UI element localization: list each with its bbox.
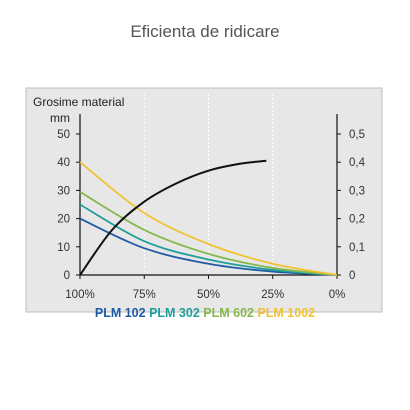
series-lines — [79, 159, 338, 276]
y-tick-label: 10 — [57, 242, 70, 254]
legend-entry-plm-1002: PLM 1002 — [254, 306, 315, 320]
y2-tick-label: 0,1 — [349, 242, 365, 254]
legend-entry-plm-302: PLM 302 — [146, 306, 200, 320]
y2-tick-label: 0,2 — [349, 214, 365, 226]
efficiency-curve — [79, 159, 267, 276]
y-tick-label: 50 — [57, 129, 70, 141]
y-axis-label: Grosime material — [33, 95, 124, 109]
series-line-plm-302 — [79, 203, 338, 276]
x-tick-label: 75% — [133, 289, 156, 301]
y-tick-label: 40 — [57, 157, 70, 169]
y2-tick-label: 0,3 — [349, 185, 365, 197]
y-axis-unit: mm — [50, 111, 70, 125]
legend: PLM 102 PLM 302 PLM 602 PLM 1002 — [95, 306, 315, 320]
series-line-plm-102 — [79, 217, 338, 276]
y2-tick-label: 0 — [349, 270, 355, 282]
chart-title: Eficienta de ridicare — [130, 22, 280, 41]
y-tick-label: 30 — [57, 185, 70, 197]
legend-entry-plm-102: PLM 102 — [95, 306, 146, 320]
y-tick-label: 20 — [57, 214, 70, 226]
y-tick-label: 0 — [64, 270, 70, 282]
legend-entry-plm-602: PLM 602 — [200, 306, 254, 320]
x-tick-label: 0% — [329, 289, 346, 301]
x-tick-label: 100% — [65, 289, 94, 301]
axes — [76, 114, 341, 279]
x-tick-label: 25% — [261, 289, 284, 301]
series-line-plm-1002 — [79, 161, 338, 276]
y2-tick-label: 0,4 — [349, 157, 366, 169]
tick-labels: 0 10 20 30 40 50 0 0,1 0,2 0,3 0,4 0,5 100% 75% 50% 25%… — [57, 129, 365, 301]
x-tick-label: 50% — [197, 289, 220, 301]
legend-text: PLM 102 PLM 302 PLM 602 PLM 1002 — [95, 306, 315, 320]
y2-tick-label: 0,5 — [349, 129, 365, 141]
